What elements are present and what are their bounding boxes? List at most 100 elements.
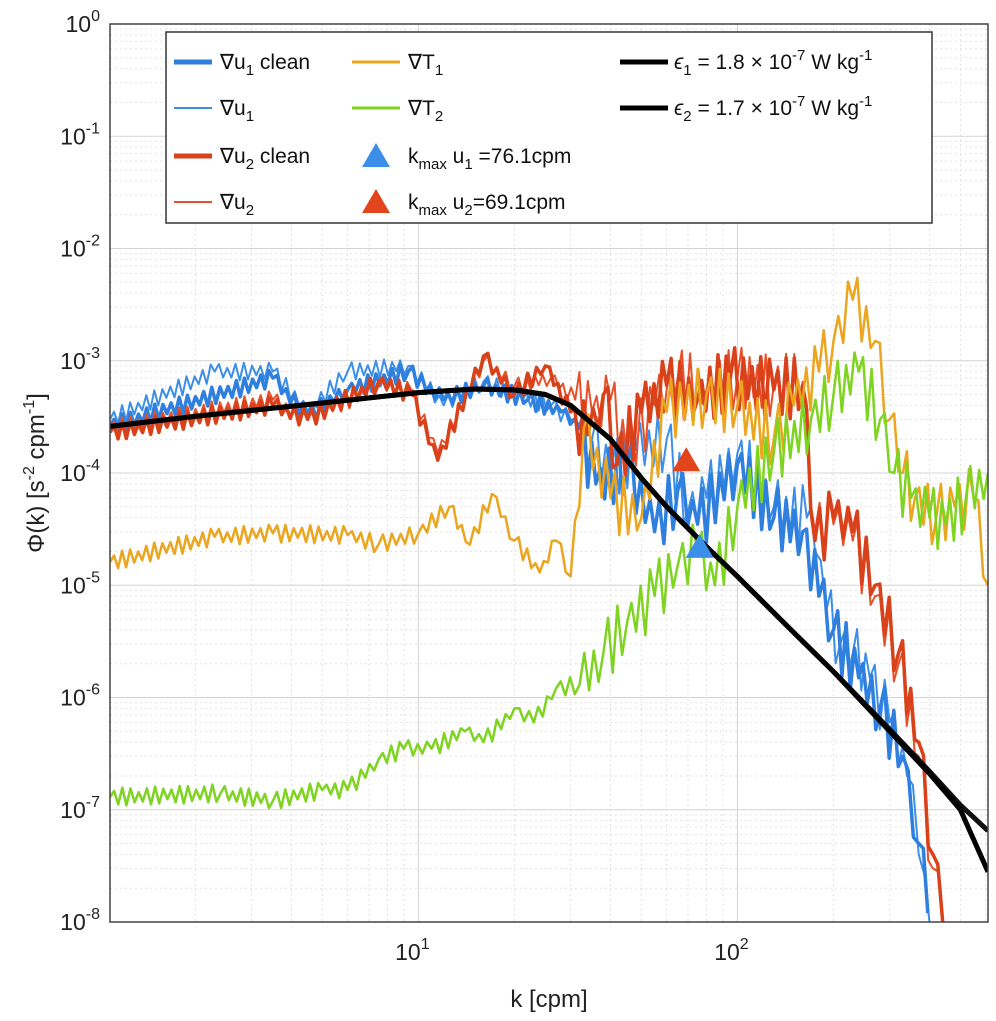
tick-exponent: -5: [86, 569, 100, 586]
legend-entry-label: ∇u2: [219, 191, 254, 219]
series-line--t-: [110, 351, 988, 810]
y-tick-label: 10-6: [60, 682, 100, 711]
legend-main: ∇u: [219, 191, 246, 214]
tick-base: 10: [60, 797, 86, 823]
series-line--t-: [110, 276, 988, 586]
kmax-marker: [685, 533, 714, 558]
legend-entry-label: ϵ1 = 1.8 × 10-7 W kg-1: [674, 47, 872, 79]
legend-sub: 1: [246, 108, 254, 125]
legend-entry-label: ∇T1: [407, 51, 443, 79]
legend-entry-label: ∇u1: [219, 97, 254, 125]
x-axis-label: k [cpm]: [510, 986, 587, 1013]
y-tick-label: 10-1: [60, 120, 100, 149]
tick-exponent: 0: [91, 8, 100, 25]
legend-tail: u: [447, 145, 465, 168]
tick-base: 10: [60, 348, 86, 374]
legend-main: ∇u: [219, 51, 246, 74]
y-tick-label: 10-7: [60, 794, 100, 823]
legend-main: k: [408, 191, 419, 214]
legend-sub: 2: [683, 108, 691, 125]
x-axis-ticks: 101 102: [395, 936, 749, 965]
legend-exp: -1: [859, 47, 872, 64]
legend-sub: 2: [435, 108, 443, 125]
tick-exponent: -8: [86, 906, 100, 923]
tick-exponent: -7: [86, 794, 100, 811]
marker-layer: [672, 447, 714, 558]
tick-base: 10: [714, 939, 740, 965]
ylabel-main: Φ(k) [s: [23, 480, 50, 552]
legend-exp: -7: [792, 93, 805, 110]
legend-main: ∇T: [407, 51, 435, 74]
y-axis-label: Φ(k) [s-2 cpm-1]: [21, 393, 50, 553]
tick-exponent: -2: [86, 233, 100, 250]
legend-tail: W kg: [805, 51, 859, 74]
legend-main: ∇T: [407, 97, 435, 120]
tick-base: 10: [395, 939, 421, 965]
legend-tail: clean: [254, 145, 310, 168]
y-tick-label: 10-2: [60, 233, 100, 262]
tick-base: 10: [60, 685, 86, 711]
tick-base: 10: [60, 460, 86, 486]
legend-sub: 1: [435, 62, 443, 79]
y-tick-label: 10-3: [60, 345, 100, 374]
legend-tail: = 1.7 × 10: [692, 97, 792, 120]
y-axis-label-text: Φ(k) [s-2 cpm-1]: [21, 393, 50, 553]
y-tick-label: 10-8: [60, 906, 100, 935]
legend-tail: =76.1cpm: [473, 145, 572, 168]
legend-sub: 1: [246, 62, 254, 79]
legend-tail: =69.1cpm: [473, 191, 566, 214]
tick-exponent: -6: [86, 682, 100, 699]
ylabel-end: ]: [23, 393, 50, 400]
legend-main: ϵ: [674, 97, 684, 120]
legend-main: ∇u: [219, 97, 246, 120]
y-tick-label: 10-5: [60, 569, 100, 598]
tick-base: 10: [60, 236, 86, 262]
legend-tail: W kg: [805, 97, 859, 120]
plot-frame: [109, 23, 989, 923]
legend-sub: 1: [464, 156, 472, 173]
legend-entry-label: ϵ2 = 1.7 × 10-7 W kg-1: [674, 93, 872, 125]
tick-exponent: 2: [740, 936, 749, 953]
legend-marker-swatch: [362, 143, 390, 167]
legend-entry-label: ∇u2 clean: [219, 145, 310, 173]
legend-main: ϵ: [674, 51, 684, 74]
kmax-marker: [672, 447, 701, 472]
legend-main: ∇u: [219, 145, 246, 168]
legend-sub: 1: [683, 62, 691, 79]
legend-tail: u: [447, 191, 465, 214]
legend-entry-label: ∇T2: [407, 97, 443, 125]
legend-exp: -1: [859, 93, 872, 110]
tick-base: 10: [60, 909, 86, 935]
legend-sub: 2: [464, 202, 472, 219]
legend-tail: = 1.8 × 10: [692, 51, 792, 74]
y-tick-label: 100: [66, 8, 101, 37]
legend-exp: -7: [792, 47, 805, 64]
tick-base: 10: [60, 572, 86, 598]
tick-base: 10: [60, 123, 86, 149]
legend-main: k: [408, 145, 419, 168]
legend-sub: max: [419, 202, 448, 219]
tick-exponent: -1: [86, 120, 100, 137]
tick-exponent: -3: [86, 345, 100, 362]
x-tick-label: 102: [714, 936, 749, 965]
legend-entry-label: ∇u1 clean: [219, 51, 310, 79]
legend-tail: clean: [254, 51, 310, 74]
legend-sub: max: [419, 156, 448, 173]
legend-sub: 2: [246, 202, 254, 219]
x-tick-label: 101: [395, 936, 430, 965]
legend-marker-swatch: [362, 189, 390, 213]
ylabel-mid: cpm: [23, 414, 50, 466]
series-layer: [110, 276, 988, 922]
tick-exponent: -4: [86, 457, 100, 474]
legend-entry-label: kmax u1 =76.1cpm: [408, 145, 571, 173]
tick-exponent: 1: [421, 936, 430, 953]
legend-sub: 2: [246, 156, 254, 173]
tick-base: 10: [66, 11, 92, 37]
ylabel-exp: -1: [21, 400, 38, 414]
y-tick-label: 10-4: [60, 457, 100, 486]
ylabel-exp: -2: [21, 466, 38, 480]
legend-entry-label: kmax u2=69.1cpm: [408, 191, 566, 219]
series-line--1-8-10-w-kg-: [110, 386, 988, 873]
